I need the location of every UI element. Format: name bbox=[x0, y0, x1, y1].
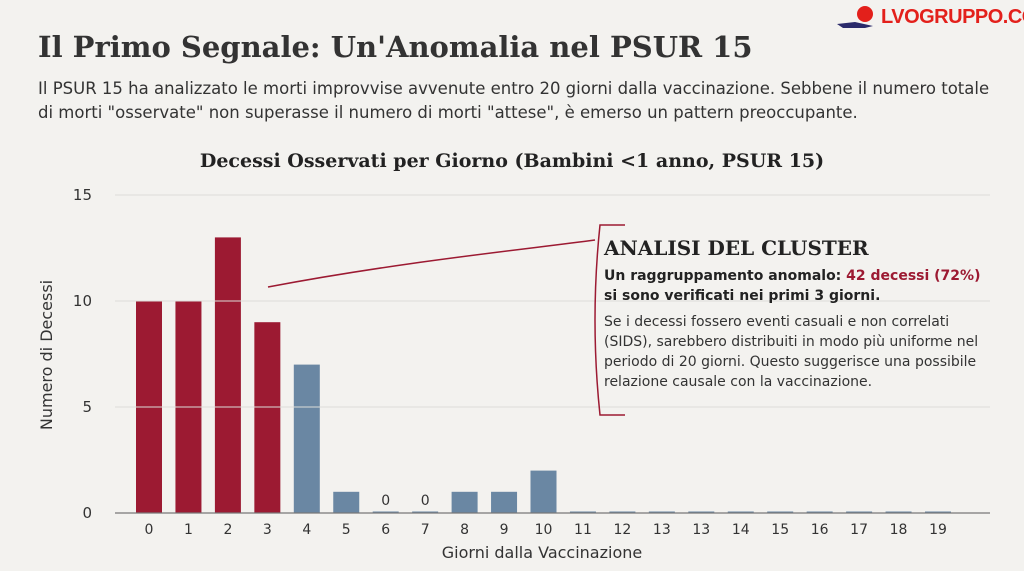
lead-suffix: si sono verificati nei primi 3 giorni. bbox=[604, 288, 881, 304]
logo-text: LVOGRUPPO.COM bbox=[881, 5, 1024, 28]
bar bbox=[569, 511, 596, 513]
bar bbox=[727, 511, 754, 513]
callout-connector bbox=[267, 239, 596, 288]
x-tick-label: 18 bbox=[890, 522, 908, 538]
callout-bracket bbox=[594, 224, 625, 416]
page-title: Il Primo Segnale: Un'Anomalia nel PSUR 1… bbox=[38, 30, 753, 64]
x-tick-label: 12 bbox=[613, 522, 631, 538]
bar bbox=[609, 511, 636, 513]
x-tick-label: 10 bbox=[535, 522, 553, 538]
data-label: 0 bbox=[421, 493, 430, 509]
x-axis-label: Giorni dalla Vaccinazione bbox=[442, 543, 642, 562]
lead-highlight: 42 decessi (72%) bbox=[846, 268, 981, 284]
x-tick-label: 3 bbox=[263, 522, 272, 538]
bar bbox=[372, 511, 399, 513]
bar bbox=[412, 511, 439, 513]
intro-text: Il PSUR 15 ha analizzato le morti improv… bbox=[38, 79, 990, 122]
x-tick-label: 1 bbox=[184, 522, 193, 538]
x-tick-label: 16 bbox=[811, 522, 829, 538]
bar bbox=[333, 491, 360, 513]
y-tick-label: 10 bbox=[73, 292, 92, 310]
bar bbox=[846, 511, 873, 513]
bar bbox=[767, 511, 794, 513]
bar bbox=[885, 511, 912, 513]
bar bbox=[254, 322, 281, 513]
bar bbox=[806, 511, 833, 513]
bar bbox=[451, 491, 478, 513]
bar bbox=[925, 511, 951, 513]
x-tick-label: 13 bbox=[653, 522, 671, 538]
x-tick-label: 7 bbox=[421, 522, 430, 538]
x-tick-label: 5 bbox=[342, 522, 351, 538]
x-tick-label: 0 bbox=[145, 522, 154, 538]
bar bbox=[491, 491, 518, 513]
y-axis-label: Numero di Decessi bbox=[37, 280, 56, 430]
x-tick-label: 14 bbox=[732, 522, 750, 538]
x-tick-label: 2 bbox=[223, 522, 232, 538]
logo-icon bbox=[837, 6, 873, 28]
brand-logo: LVOGRUPPO.COM bbox=[835, 4, 1024, 30]
chart-title: Decessi Osservati per Giorno (Bambini <1… bbox=[199, 150, 825, 172]
y-tick-label: 5 bbox=[82, 398, 92, 416]
bar bbox=[530, 470, 557, 513]
data-label: 0 bbox=[381, 493, 390, 509]
x-tick-label: 6 bbox=[381, 522, 390, 538]
x-tick-label: 17 bbox=[850, 522, 868, 538]
callout-lead: Un raggruppamento anomalo: 42 decessi (7… bbox=[604, 266, 984, 306]
cluster-analysis-callout: ANALISI DEL CLUSTER Un raggruppamento an… bbox=[604, 236, 984, 392]
bar bbox=[648, 511, 675, 513]
y-tick-label: 15 bbox=[73, 186, 92, 204]
x-tick-label: 8 bbox=[460, 522, 469, 538]
callout-body: Se i decessi fossero eventi casuali e no… bbox=[604, 314, 979, 390]
y-tick-label: 0 bbox=[82, 504, 92, 522]
x-tick-label: 13 bbox=[692, 522, 710, 538]
x-tick-label: 15 bbox=[771, 522, 789, 538]
bar bbox=[688, 511, 715, 513]
x-tick-label: 9 bbox=[500, 522, 509, 538]
callout-title: ANALISI DEL CLUSTER bbox=[604, 236, 869, 260]
bar bbox=[214, 237, 241, 513]
x-tick-label: 19 bbox=[929, 522, 947, 538]
lead-prefix: Un raggruppamento anomalo: bbox=[604, 268, 847, 284]
x-tick-label: 4 bbox=[302, 522, 311, 538]
bar bbox=[293, 364, 320, 513]
x-tick-label: 11 bbox=[574, 522, 592, 538]
